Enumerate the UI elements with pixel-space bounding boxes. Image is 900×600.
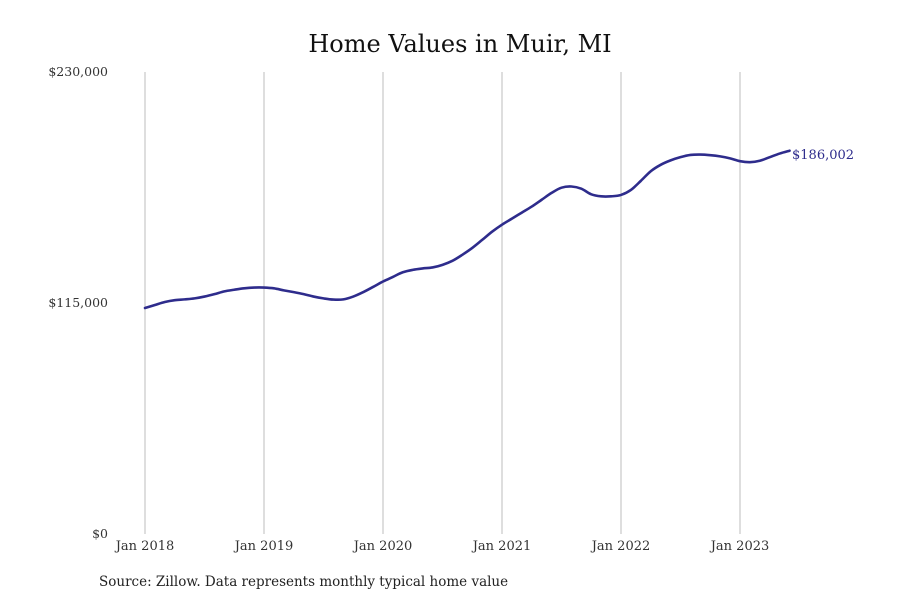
x-tick-label: Jan 2023 [709, 539, 770, 554]
x-tick-label: Jan 2019 [233, 539, 294, 554]
x-tick-label: Jan 2022 [590, 539, 651, 554]
x-tick-label: Jan 2021 [471, 539, 532, 554]
end-value-label: $186,002 [792, 148, 854, 163]
y-tick-label: $0 [92, 526, 108, 541]
y-tick-label: $230,000 [48, 64, 108, 79]
chart-title: Home Values in Muir, MI [308, 30, 611, 58]
y-tick-label: $115,000 [48, 295, 108, 310]
series-line [143, 149, 791, 310]
x-tick-label: Jan 2020 [352, 539, 413, 554]
gridlines [144, 72, 741, 534]
y-axis-ticks: $0 $115,000 $230,000 [48, 64, 108, 541]
x-axis-ticks: Jan 2018 Jan 2019 Jan 2020 Jan 2021 Jan 2022… [114, 539, 770, 554]
x-tick-label: Jan 2018 [114, 539, 175, 554]
source-note: Source: Zillow. Data represents monthly … [99, 574, 508, 590]
series-layer [143, 149, 791, 310]
